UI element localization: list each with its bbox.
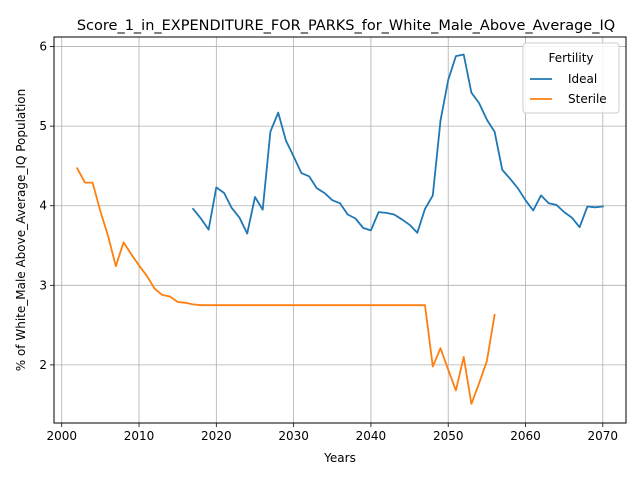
plot-frame	[53, 36, 627, 424]
y-tick-label: 5	[39, 119, 47, 133]
y-axis-label: % of White_Male Above_Average_IQ Populat…	[14, 89, 28, 372]
series-line-ideal	[191, 53, 604, 235]
series-line-sterile	[75, 167, 496, 405]
x-tick-label: 2060	[510, 429, 541, 443]
series-layer	[75, 53, 604, 405]
x-tick-label: 2050	[433, 429, 464, 443]
y-tick-label: 4	[39, 199, 47, 213]
x-axis-label: Years	[323, 451, 356, 465]
legend-box	[522, 42, 620, 114]
y-tick-label: 2	[39, 358, 47, 372]
legend-label-ideal: Ideal	[568, 72, 597, 86]
x-tick-label: 2000	[46, 429, 77, 443]
x-tick-label: 2020	[201, 429, 232, 443]
legend: Fertility Ideal Sterile	[522, 42, 620, 114]
y-tick-label: 6	[39, 40, 47, 54]
legend-label-sterile: Sterile	[568, 92, 607, 106]
x-tick-label: 2010	[124, 429, 155, 443]
x-axis-ticks: 2000 2010 2020 2030 2040 2050 2060 2070	[46, 423, 618, 443]
y-axis-ticks: 2 3 4 5 6	[39, 40, 54, 372]
x-tick-label: 2070	[588, 429, 619, 443]
x-tick-label: 2040	[356, 429, 387, 443]
chart-title: Score_1_in_EXPENDITURE_FOR_PARKS_for_Whi…	[77, 18, 615, 34]
y-tick-label: 3	[39, 278, 47, 292]
legend-title: Fertility	[548, 51, 593, 65]
x-tick-label: 2030	[278, 429, 309, 443]
